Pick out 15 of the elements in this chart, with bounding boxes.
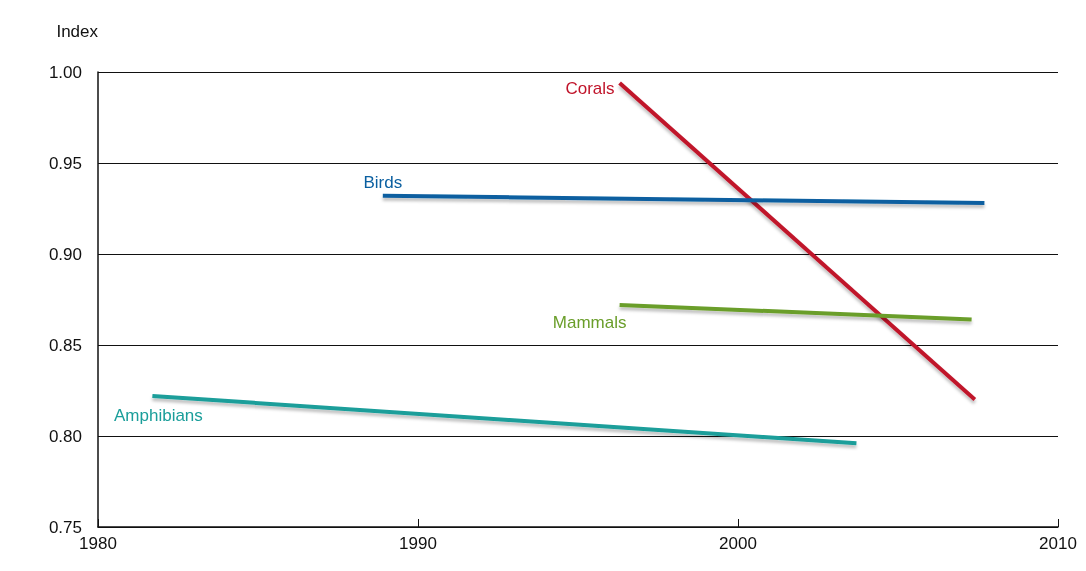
- x-tick-label: 2010: [1039, 534, 1077, 553]
- series-label: Birds: [363, 172, 403, 192]
- y-tick-label: 0.90: [48, 244, 82, 264]
- y-tick-label: 0.80: [48, 426, 82, 446]
- y-tick-label: 0.95: [48, 153, 82, 173]
- y-tick-label: 1.00: [48, 62, 82, 82]
- y-tick-label: 0.75: [48, 517, 82, 537]
- y-tick-label: 0.85: [48, 335, 82, 355]
- x-tick-label: 2000: [719, 534, 757, 553]
- series-label: Corals: [565, 79, 615, 99]
- y-axis-title: Index: [56, 22, 99, 41]
- series-label: Amphibians: [113, 405, 203, 425]
- x-tick-label: 1990: [399, 534, 437, 553]
- series-label: Mammals: [552, 312, 627, 332]
- x-tick-label: 1980: [79, 534, 117, 553]
